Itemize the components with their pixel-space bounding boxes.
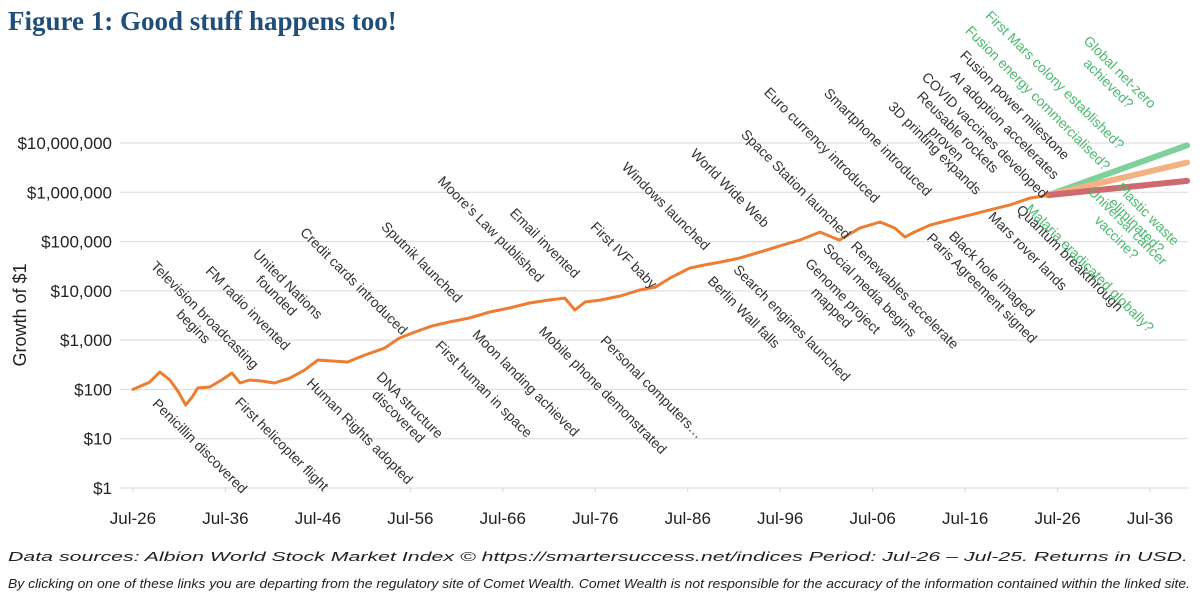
annotation-line: Personal computers… xyxy=(597,332,706,441)
footnote: Data sources: Albion World Stock Market … xyxy=(8,549,1188,564)
annotation-line: Windows launched xyxy=(619,159,713,253)
annotation-line: First IVF baby xyxy=(588,218,661,291)
x-tick-label: Jul-26 xyxy=(1034,509,1080,528)
annotation: Euro currency introduced xyxy=(761,84,883,206)
series-line xyxy=(1045,159,1191,199)
y-tick-label: $10,000 xyxy=(51,282,112,301)
x-tick-label: Jul-26 xyxy=(110,509,156,528)
annotation-line: Sputnik launched xyxy=(378,218,465,305)
y-axis-label: Growth of $1 xyxy=(10,263,30,366)
x-tick-label: Jul-46 xyxy=(295,509,341,528)
annotation-line: Penicillin discovered xyxy=(150,395,251,496)
y-tick-label: $100 xyxy=(74,380,112,399)
annotation-line: Email invented xyxy=(507,205,583,281)
footnote: By clicking on one of these links you ar… xyxy=(8,576,1190,591)
annotation: Sputnik launched xyxy=(378,218,465,305)
x-tick-label: Jul-06 xyxy=(850,509,896,528)
y-tick-label: $1,000,000 xyxy=(27,183,112,202)
x-tick-label: Jul-66 xyxy=(480,509,526,528)
series-line xyxy=(131,193,1050,407)
annotation: Penicillin discovered xyxy=(150,395,251,496)
annotation: First IVF baby xyxy=(588,218,661,291)
y-tick-label: $1 xyxy=(93,479,112,498)
annotation: First helicopter flight xyxy=(232,394,332,494)
annotation-line: First helicopter flight xyxy=(232,394,332,494)
x-tick-label: Jul-86 xyxy=(665,509,711,528)
x-tick-label: Jul-96 xyxy=(757,509,803,528)
y-tick-label: $10 xyxy=(84,430,112,449)
x-tick-label: Jul-56 xyxy=(387,509,433,528)
y-tick-label: $100,000 xyxy=(41,233,112,252)
x-tick-label: Jul-16 xyxy=(942,509,988,528)
series-line xyxy=(1045,177,1191,199)
y-tick-label: $10,000,000 xyxy=(17,134,112,153)
annotation: Personal computers… xyxy=(597,332,706,441)
x-tick-label: Jul-36 xyxy=(202,509,248,528)
annotation: Windows launched xyxy=(619,159,713,253)
annotation: Email invented xyxy=(507,205,583,281)
y-tick-label: $1,000 xyxy=(60,331,112,350)
chart-title: Figure 1: Good stuff happens too! xyxy=(8,6,397,36)
annotation-line: Euro currency introduced xyxy=(761,84,883,206)
annotation: Television broadcastingbegins xyxy=(137,258,263,384)
x-tick-label: Jul-36 xyxy=(1127,509,1173,528)
x-tick-label: Jul-76 xyxy=(572,509,618,528)
